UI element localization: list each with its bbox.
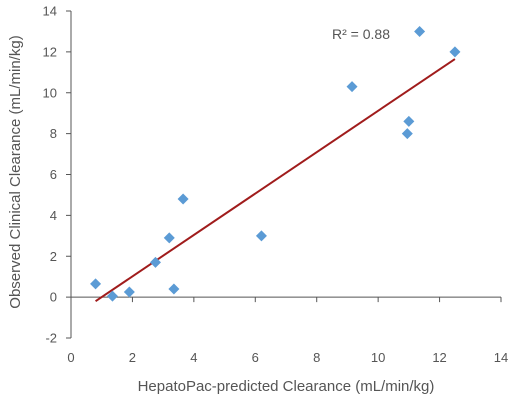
x-tick-label: 4	[190, 350, 197, 365]
y-tick-label: 2	[50, 249, 57, 264]
data-points	[90, 25, 461, 302]
y-tick-label: -2	[45, 331, 57, 346]
y-tick-label: 6	[50, 167, 57, 182]
data-point	[255, 230, 267, 242]
axes	[70, 11, 501, 338]
x-tick-label: 10	[371, 350, 385, 365]
data-point	[123, 286, 135, 298]
data-point	[346, 81, 358, 93]
y-tick-label: 0	[50, 290, 57, 305]
x-axis-title: HepatoPac-predicted Clearance (mL/min/kg…	[138, 378, 435, 395]
data-point	[401, 128, 413, 140]
data-point	[177, 193, 189, 205]
data-point	[149, 256, 161, 268]
y-tick-label: 14	[43, 4, 57, 19]
x-tick-label: 2	[129, 350, 136, 365]
trendline	[95, 58, 456, 303]
x-axis-ticks: 0 2 4 6 8 10 12 14	[67, 297, 508, 365]
y-axis-title: Observed Clinical Clearance (mL/min/kg)	[7, 35, 24, 308]
x-tick-label: 14	[494, 350, 508, 365]
y-tick-label: 8	[50, 126, 57, 141]
x-tick-label: 8	[313, 350, 320, 365]
r-squared-annotation: R² = 0.88	[332, 26, 390, 42]
x-tick-label: 12	[432, 350, 446, 365]
data-point	[403, 115, 415, 127]
y-tick-label: 12	[43, 44, 57, 59]
x-tick-label: 6	[252, 350, 259, 365]
data-point	[449, 46, 461, 58]
data-point	[163, 232, 175, 244]
data-point	[106, 290, 118, 302]
y-tick-label: 4	[50, 208, 57, 223]
data-point	[168, 283, 180, 295]
data-point	[90, 278, 102, 290]
y-tick-label: 10	[43, 85, 57, 100]
data-point	[414, 25, 426, 37]
y-axis-ticks: -2 0 2 4 6 8 10 12 14	[43, 4, 71, 346]
x-tick-label: 0	[67, 350, 74, 365]
